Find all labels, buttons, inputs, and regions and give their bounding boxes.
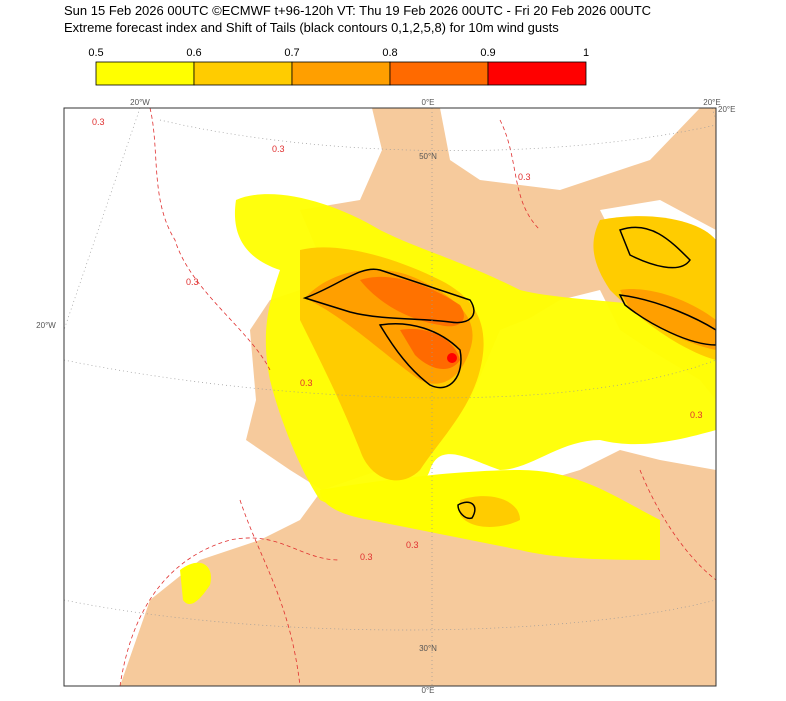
sot-contour (457, 501, 476, 520)
efi-area (400, 329, 460, 370)
grid-label: 50°N (419, 152, 437, 161)
map-frame (63, 107, 717, 687)
colorbar-tick-label: 1 (583, 47, 589, 59)
graticule (64, 108, 716, 686)
contour-label: 0.3 (300, 378, 313, 388)
colorbar-tick-label: 0.5 (88, 47, 103, 59)
contour-label: 0.3 (518, 172, 531, 182)
grid-label: 0°E (422, 98, 435, 107)
contour-label: 0.3 (186, 277, 199, 287)
colorbar-tick-label: 0.6 (186, 47, 201, 59)
contour-label: 0.3 (360, 552, 373, 562)
colorbar-segment (487, 61, 587, 86)
contour-line (149, 108, 271, 371)
efi-area (620, 289, 716, 350)
header-line: Sun 15 Feb 2026 00UTC ©ECMWF t+96-120h V… (64, 3, 651, 18)
colorbar-segment (193, 61, 293, 86)
colorbar-segment (389, 61, 489, 86)
grid-label: 30°N (419, 644, 437, 653)
grid-label: 20°E (718, 105, 735, 114)
colorbar: 0.5 0.6 0.7 0.8 0.9 1 (88, 47, 589, 86)
sot-contours (302, 226, 716, 520)
sea (440, 108, 700, 190)
contour-line (639, 469, 716, 581)
contour-label: 0.3 (690, 410, 703, 420)
contour-label: 0.3 (406, 540, 419, 550)
efi-area (360, 276, 464, 327)
colorbar-segment (291, 61, 391, 86)
map-area: 0.3 0.3 0.3 0.3 0.3 0.3 0.3 0.3 (64, 108, 716, 686)
efi-area (460, 496, 520, 527)
grid-label: 20°E (703, 98, 720, 107)
header-line: Extreme forecast index and Shift of Tail… (64, 20, 559, 35)
graticule-line (64, 599, 716, 631)
grid-label: 0°E (422, 686, 435, 695)
sot-contour (302, 268, 475, 324)
contour-label: 0.3 (272, 144, 285, 154)
colorbar-tick-label: 0.8 (382, 47, 397, 59)
colorbar-tick-label: 0.9 (480, 47, 495, 59)
efi-area (447, 353, 457, 363)
contour-line (119, 537, 341, 686)
contour-line (499, 119, 541, 231)
contour-line (239, 499, 301, 686)
contours-0-3 (119, 108, 716, 686)
sot-contour (378, 323, 462, 389)
contour-label: 0.3 (92, 117, 105, 127)
sot-contour (618, 294, 716, 346)
colorbar-tick-label: 0.7 (284, 47, 299, 59)
efi-area (180, 562, 211, 605)
grid-label: 20°W (130, 98, 150, 107)
colorbar-segment (95, 61, 195, 86)
sot-contour (619, 226, 691, 269)
grid-label: 20°W (36, 321, 56, 330)
